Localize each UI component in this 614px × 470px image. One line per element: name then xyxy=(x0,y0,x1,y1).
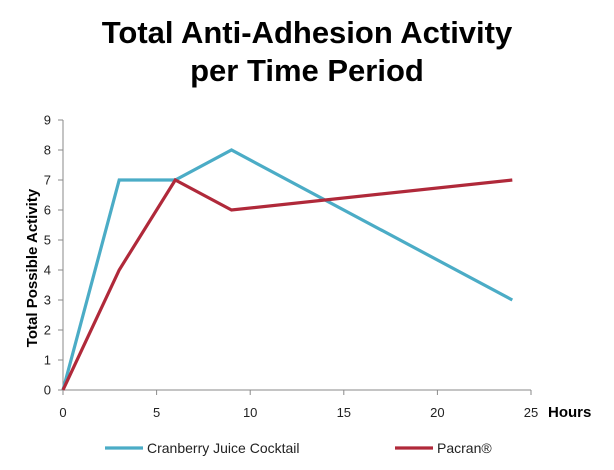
chart-title-line-1: Total Anti-Adhesion Activity xyxy=(101,15,513,50)
series-line-2 xyxy=(61,177,513,391)
y-tick-label: 8 xyxy=(44,143,51,158)
y-tick-label: 9 xyxy=(44,113,51,128)
y-tick-label: 6 xyxy=(44,203,51,218)
legend-label-1: Cranberry Juice Cocktail xyxy=(147,440,300,456)
y-tick-label: 0 xyxy=(44,383,51,398)
tick-labels: 0 1 2 3 4 5 6 7 8 9 0 5 10 15 20 25 xyxy=(44,113,538,421)
y-tick-label: 2 xyxy=(44,323,51,338)
x-tick-label: 25 xyxy=(524,405,538,420)
chart-title-line-2: per Time Period xyxy=(190,53,424,88)
axes xyxy=(58,119,532,395)
y-tick-label: 3 xyxy=(44,293,51,308)
x-tick-label: 0 xyxy=(59,405,66,420)
x-tick-label: 10 xyxy=(243,405,257,420)
y-tick-label: 1 xyxy=(44,353,51,368)
y-tick-label: 5 xyxy=(44,233,51,248)
legend-label-2: Pacran® xyxy=(437,440,492,456)
legend: Cranberry Juice Cocktail Pacran® xyxy=(105,440,492,456)
chart-title: Total Anti-Adhesion Activity per Time Pe… xyxy=(0,14,614,90)
y-axis-label: Total Possible Activity xyxy=(24,188,41,347)
x-tick-label: 5 xyxy=(153,405,160,420)
x-tick-label: 15 xyxy=(337,405,351,420)
x-tick-label: 20 xyxy=(430,405,444,420)
y-tick-label: 7 xyxy=(44,173,51,188)
x-axis-label: Hours xyxy=(548,404,591,421)
y-tick-label: 4 xyxy=(44,263,51,278)
series-lines xyxy=(61,148,514,391)
